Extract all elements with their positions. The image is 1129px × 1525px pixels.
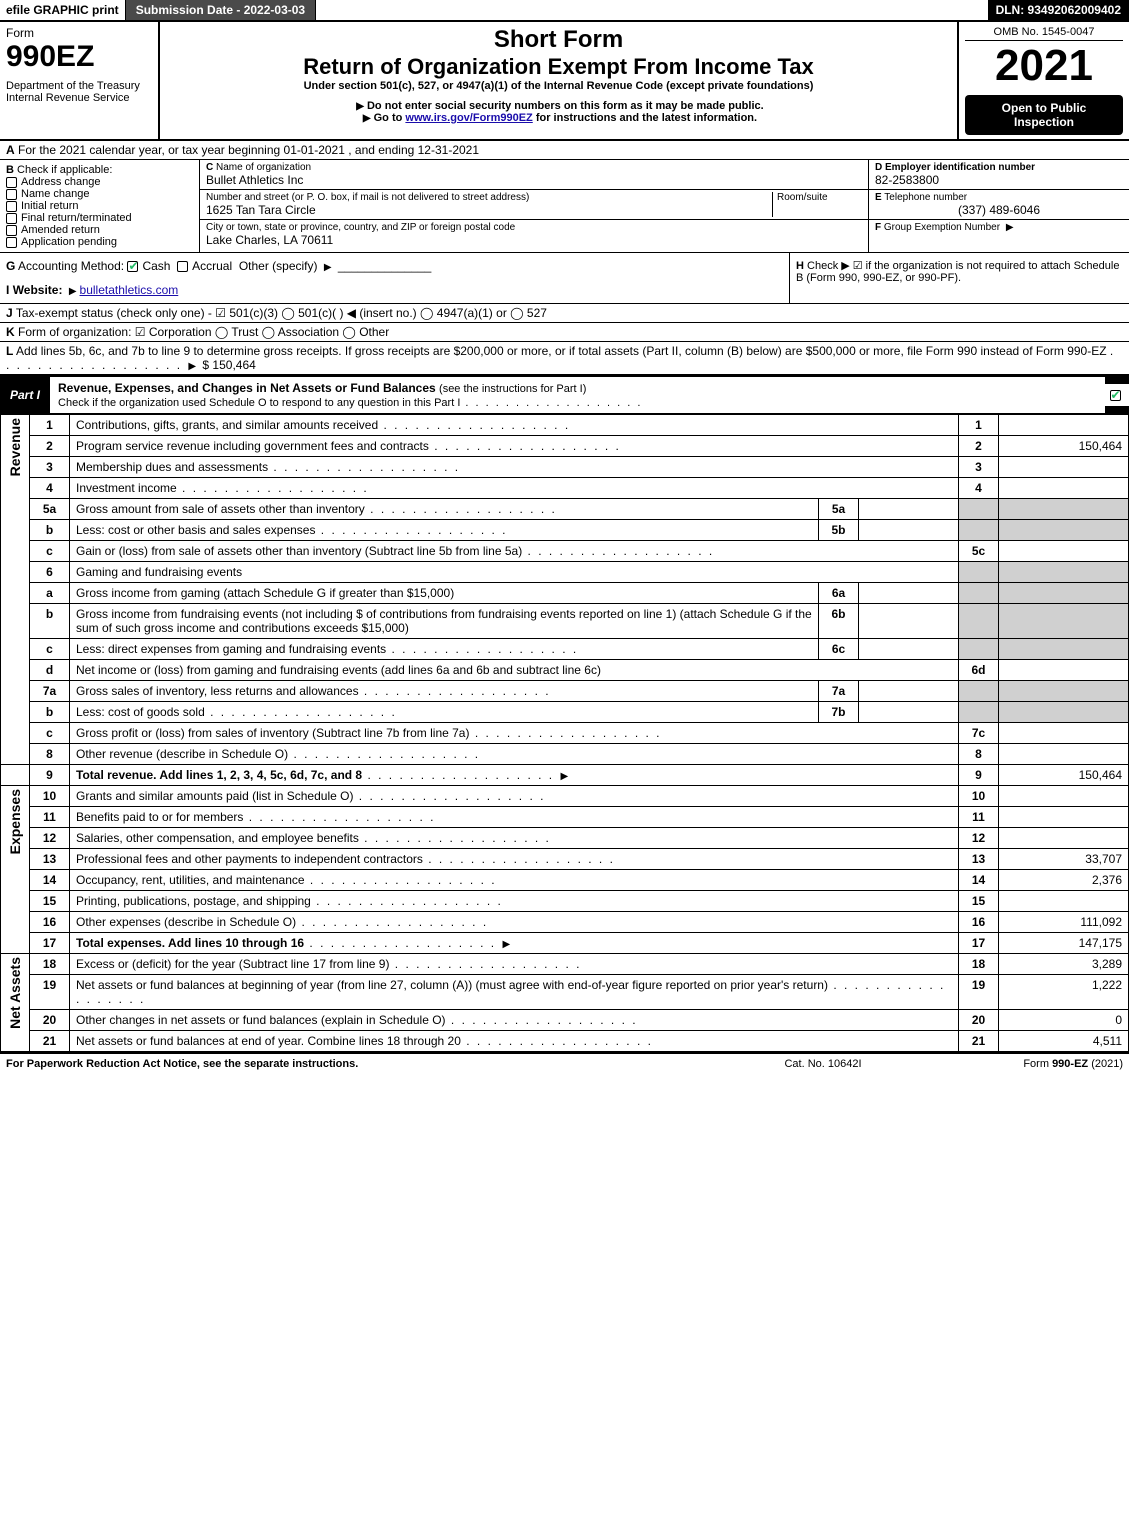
website-link[interactable]: bulletathletics.com — [80, 283, 179, 297]
addr-label: Number and street (or P. O. box, if mail… — [206, 192, 772, 203]
row-l-gross-receipts: L Add lines 5b, 6c, and 7b to line 9 to … — [0, 342, 1129, 375]
under-section-note: Under section 501(c), 527, or 4947(a)(1)… — [166, 80, 951, 92]
short-form-title: Short Form — [166, 26, 951, 54]
header-center: Short Form Return of Organization Exempt… — [160, 22, 959, 139]
line-18-val: 3,289 — [999, 954, 1129, 975]
cb-final-return[interactable]: Final return/terminated — [6, 212, 193, 224]
omb-number: OMB No. 1545-0047 — [965, 26, 1123, 41]
column-b-checkboxes: B Check if applicable: Address change Na… — [0, 160, 200, 252]
footer-catno: Cat. No. 10642I — [723, 1058, 923, 1070]
cb-initial-return[interactable]: Initial return — [6, 200, 193, 212]
org-address: 1625 Tan Tara Circle — [206, 203, 772, 217]
row-gh: G Accounting Method: Cash Accrual Other … — [0, 253, 1129, 304]
irs-link[interactable]: www.irs.gov/Form990EZ — [405, 112, 532, 124]
form-label: Form — [6, 26, 152, 40]
dept-label: Department of the Treasury — [6, 80, 152, 92]
header-right: OMB No. 1545-0047 2021 Open to Public In… — [959, 22, 1129, 139]
line-13-val: 33,707 — [999, 849, 1129, 870]
part-1-title: Revenue, Expenses, and Changes in Net As… — [50, 375, 1105, 414]
form-header: Form 990EZ Department of the Treasury In… — [0, 22, 1129, 141]
footer-paperwork: For Paperwork Reduction Act Notice, see … — [6, 1058, 723, 1070]
line-21-val: 4,511 — [999, 1031, 1129, 1052]
main-title: Return of Organization Exempt From Incom… — [166, 54, 951, 80]
line-19-val: 1,222 — [999, 975, 1129, 1010]
org-name: Bullet Athletics Inc — [206, 173, 862, 187]
cb-address-change[interactable]: Address change — [6, 176, 193, 188]
top-bar: efile GRAPHIC print Submission Date - 20… — [0, 0, 1129, 22]
gross-receipts-amount: $ 150,464 — [202, 358, 255, 372]
column-d-identifiers: D Employer identification number 82-2583… — [869, 160, 1129, 252]
line-14-val: 2,376 — [999, 870, 1129, 891]
page-footer: For Paperwork Reduction Act Notice, see … — [0, 1052, 1129, 1074]
section-bcd: B Check if applicable: Address change Na… — [0, 160, 1129, 253]
row-a-tax-year: A For the 2021 calendar year, or tax yea… — [0, 141, 1129, 160]
cb-application-pending[interactable]: Application pending — [6, 236, 193, 248]
row-j-tax-exempt: J Tax-exempt status (check only one) - ☑… — [0, 304, 1129, 323]
row-k-form-org: K Form of organization: ☑ Corporation ◯ … — [0, 323, 1129, 342]
part-1-table: Revenue 1 Contributions, gifts, grants, … — [0, 414, 1129, 1052]
cb-accrual[interactable] — [177, 261, 188, 272]
cb-amended-return[interactable]: Amended return — [6, 224, 193, 236]
line-1-no: 1 — [30, 415, 70, 436]
column-c-org-info: C Name of organization Bullet Athletics … — [200, 160, 869, 252]
submission-date-button[interactable]: Submission Date - 2022-03-03 — [126, 0, 316, 20]
org-city: Lake Charles, LA 70611 — [206, 233, 862, 247]
efile-label: efile GRAPHIC print — [0, 0, 126, 20]
cb-cash[interactable] — [127, 261, 138, 272]
expenses-section-label: Expenses — [7, 789, 23, 854]
line-1-num: 1 — [959, 415, 999, 436]
website-row: I Website: bulletathletics.com — [6, 283, 783, 297]
revenue-section-label: Revenue — [7, 418, 23, 476]
dln-label: DLN: 93492062009402 — [988, 0, 1129, 20]
line-17-val: 147,175 — [999, 933, 1129, 954]
footer-formref: Form 990-EZ (2021) — [923, 1058, 1123, 1070]
accounting-method: G Accounting Method: Cash Accrual Other … — [6, 259, 783, 273]
ssn-note: Do not enter social security numbers on … — [166, 100, 951, 112]
line-1-val — [999, 415, 1129, 436]
part-1-label: Part I — [0, 384, 50, 406]
irs-label: Internal Revenue Service — [6, 92, 152, 104]
tax-year: 2021 — [965, 41, 1123, 91]
line-9-val: 150,464 — [999, 765, 1129, 786]
ein-value: 82-2583800 — [875, 173, 1123, 187]
row-h-schedule-b: H Check ▶ ☑ if the organization is not r… — [789, 253, 1129, 303]
part-1-checkbox[interactable] — [1105, 382, 1129, 407]
part-1-header: Part I Revenue, Expenses, and Changes in… — [0, 375, 1129, 414]
netassets-section-label: Net Assets — [7, 957, 23, 1029]
header-left: Form 990EZ Department of the Treasury In… — [0, 22, 160, 139]
room-label: Room/suite — [777, 192, 862, 203]
line-20-val: 0 — [999, 1010, 1129, 1031]
line-16-val: 111,092 — [999, 912, 1129, 933]
form-number: 990EZ — [6, 40, 152, 74]
telephone-value: (337) 489-6046 — [875, 203, 1123, 217]
city-label: City or town, state or province, country… — [206, 222, 862, 233]
open-public-badge: Open to Public Inspection — [965, 95, 1123, 135]
line-2-val: 150,464 — [999, 436, 1129, 457]
goto-note: Go to www.irs.gov/Form990EZ for instruct… — [166, 112, 951, 124]
cb-name-change[interactable]: Name change — [6, 188, 193, 200]
